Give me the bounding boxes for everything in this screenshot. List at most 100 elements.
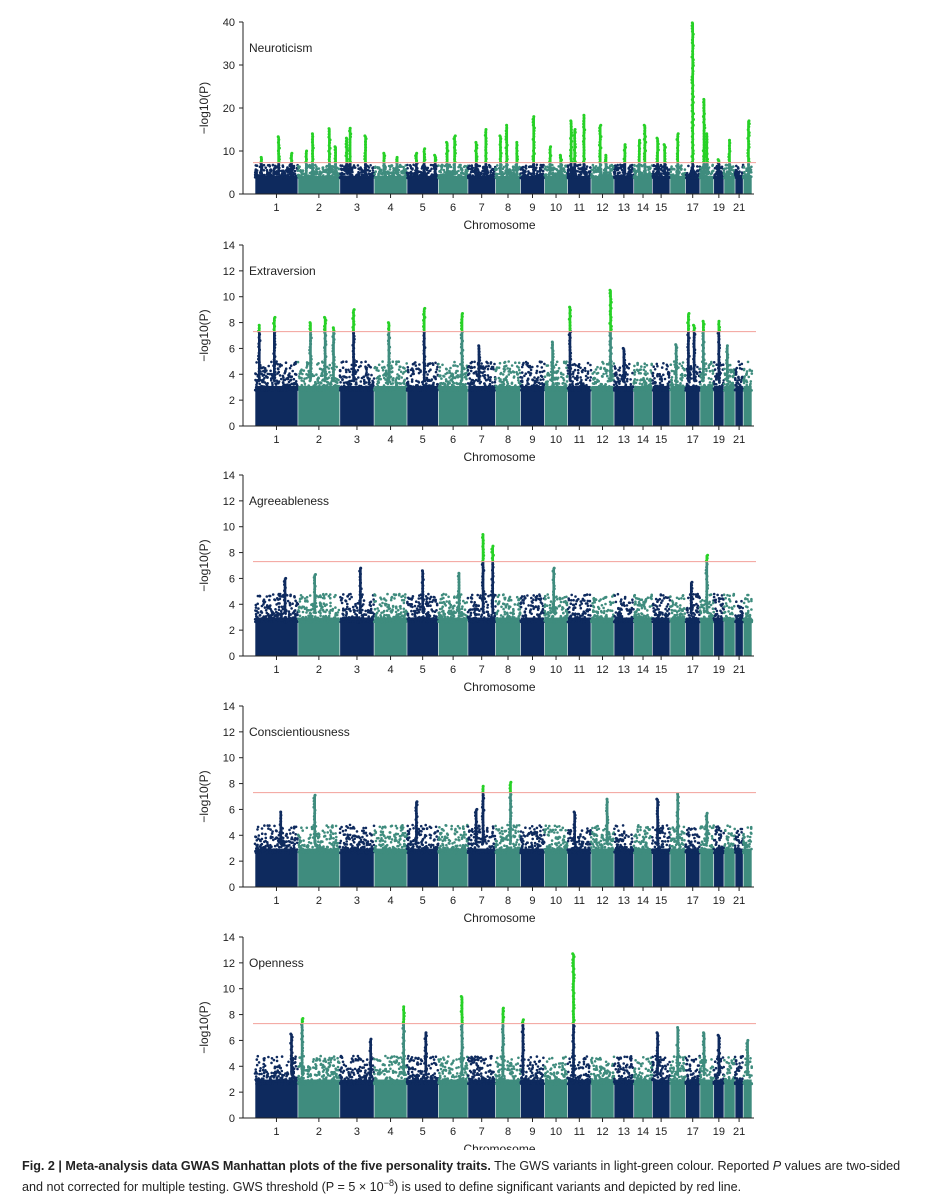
snp-point xyxy=(437,164,440,167)
snp-point xyxy=(521,380,524,384)
snp-point xyxy=(595,170,599,173)
snp-point xyxy=(453,360,456,364)
snp-point xyxy=(510,389,514,392)
chromosome-5-band xyxy=(407,175,439,194)
snp-point xyxy=(578,167,582,171)
snp-point xyxy=(491,365,495,369)
snp-point xyxy=(294,389,297,392)
snp-point xyxy=(266,170,269,174)
snp-point xyxy=(497,366,501,370)
snp-point xyxy=(616,166,620,170)
snp-point xyxy=(574,383,578,386)
snp-point xyxy=(546,383,549,387)
peak-stem xyxy=(453,162,456,174)
snp-point xyxy=(286,377,290,381)
snp-point xyxy=(491,387,494,391)
snp-point xyxy=(374,386,377,390)
snp-point xyxy=(564,389,568,392)
snp-point xyxy=(477,175,481,179)
snp-point xyxy=(708,175,712,179)
snp-point xyxy=(520,389,523,392)
snp-point xyxy=(321,379,324,382)
snp-point xyxy=(333,386,337,389)
snp-point xyxy=(454,364,457,367)
snp-point xyxy=(330,168,334,171)
snp-point xyxy=(496,164,499,167)
snp-point xyxy=(329,374,332,377)
snp-point xyxy=(418,363,421,366)
snp-point xyxy=(291,174,294,177)
snp-point xyxy=(540,382,544,385)
snp-point xyxy=(543,362,546,366)
snp-point xyxy=(440,377,443,380)
snp-point xyxy=(483,176,486,180)
snp-point xyxy=(377,381,381,384)
snp-point xyxy=(370,385,374,388)
snp-point xyxy=(579,376,582,379)
chromosome-9-points xyxy=(519,360,546,426)
snp-point xyxy=(742,176,745,180)
peak-significant-stem xyxy=(728,140,731,163)
snp-point xyxy=(480,362,483,365)
snp-point xyxy=(275,386,279,390)
snp-point xyxy=(506,367,510,370)
x-tick-label: 11 xyxy=(574,202,585,214)
peak-stem xyxy=(348,162,352,174)
snp-point xyxy=(682,174,685,177)
x-tick-label: 6 xyxy=(450,202,456,214)
snp-point xyxy=(461,168,464,172)
snp-point xyxy=(506,384,509,387)
snp-point xyxy=(464,389,468,392)
snp-point xyxy=(361,175,364,179)
peak-stem xyxy=(728,162,731,174)
snp-point xyxy=(494,172,498,175)
peak-stem xyxy=(676,162,680,174)
snp-point xyxy=(457,165,460,169)
snp-point xyxy=(476,389,480,392)
snp-point xyxy=(267,364,271,368)
snp-point xyxy=(390,164,394,167)
snp-point xyxy=(272,171,275,175)
chromosome-6-points xyxy=(437,360,470,426)
snp-point xyxy=(515,365,519,368)
snp-point xyxy=(354,383,358,386)
snp-point xyxy=(557,367,561,370)
snp-point xyxy=(486,367,490,371)
snp-point xyxy=(378,176,382,179)
snp-point xyxy=(305,373,308,376)
snp-point xyxy=(562,373,565,376)
peak-stem xyxy=(573,162,576,174)
snp-point xyxy=(724,173,727,177)
snp-point xyxy=(264,166,268,169)
snp-point xyxy=(262,369,265,373)
chromosome-3-points xyxy=(338,164,376,194)
snp-point xyxy=(254,378,257,382)
snp-point xyxy=(368,386,372,390)
snp-point xyxy=(352,166,356,169)
snp-point xyxy=(371,169,375,172)
snp-point xyxy=(417,367,420,371)
snp-point xyxy=(355,360,359,363)
snp-point xyxy=(430,384,434,388)
snp-point xyxy=(486,361,489,365)
snp-point xyxy=(514,174,517,178)
snp-point xyxy=(314,168,318,171)
snp-point xyxy=(348,375,351,379)
snp-point xyxy=(564,165,568,168)
snp-point xyxy=(381,368,385,372)
snp-point xyxy=(415,175,419,179)
snp-point xyxy=(425,168,429,172)
snp-point xyxy=(344,388,348,392)
snp-point xyxy=(397,382,401,385)
snp-point xyxy=(417,380,420,384)
snp-point xyxy=(583,175,587,179)
snp-point xyxy=(282,381,285,385)
snp-point xyxy=(613,172,616,176)
snp-point xyxy=(367,373,370,376)
snp-point xyxy=(344,381,348,384)
snp-point xyxy=(278,363,282,366)
snp-point xyxy=(370,174,373,177)
snp-point xyxy=(376,375,380,379)
snp-point xyxy=(428,362,432,365)
snp-point xyxy=(449,176,453,180)
